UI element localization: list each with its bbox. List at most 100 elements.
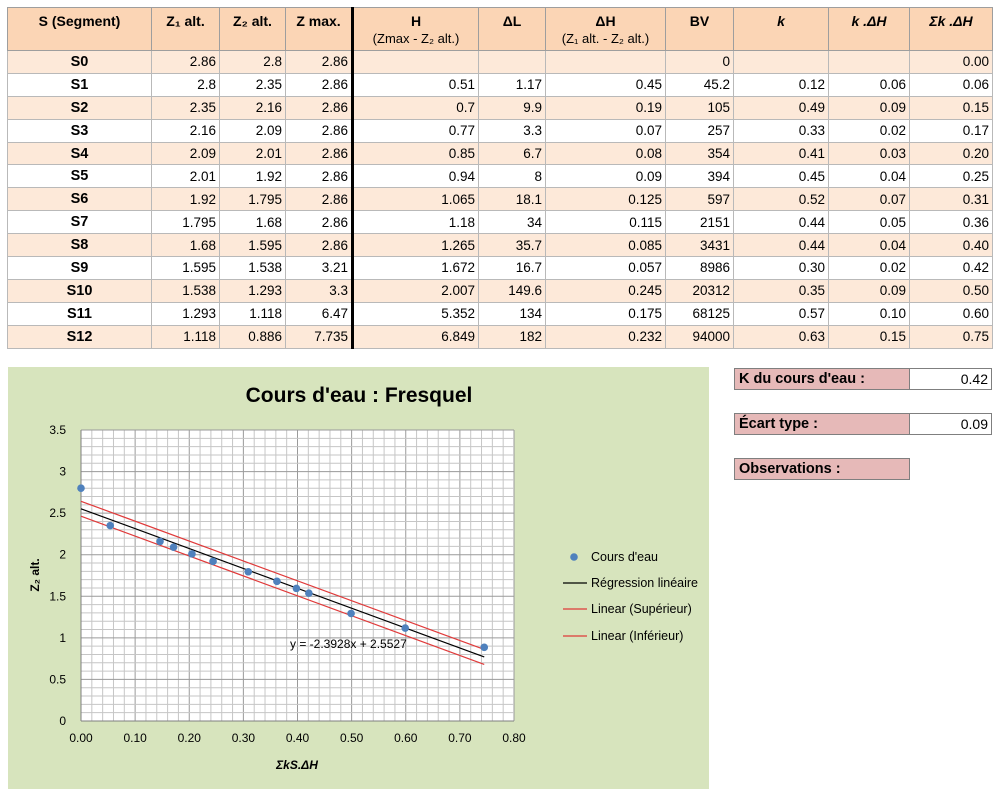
cell-z-max: 2.86 bbox=[285, 141, 354, 166]
cell-z1-alt: 1.68 bbox=[151, 233, 220, 258]
cell-delta-l: 182 bbox=[478, 324, 546, 349]
cell-k-delta-h: 0.07 bbox=[828, 187, 910, 212]
data-point bbox=[209, 557, 217, 566]
table-row: S1 2.8 2.35 2.86 0.51 1.17 0.45 45.2 0.12 0.06 0.0… bbox=[7, 72, 993, 97]
cell-sum-k-delta-h: 0.15 bbox=[909, 95, 993, 120]
cell-z-max: 2.86 bbox=[285, 118, 354, 143]
cell-z-max: 3.21 bbox=[285, 256, 354, 280]
header-delta-l: ΔL bbox=[478, 7, 546, 51]
cell-k: 0.45 bbox=[733, 164, 829, 189]
cell-z1-alt: 1.595 bbox=[151, 256, 220, 280]
cell-z2-alt: 1.538 bbox=[219, 256, 286, 280]
cell-sum-k-delta-h: 0.60 bbox=[909, 301, 993, 326]
cell-bv: 8986 bbox=[665, 256, 734, 280]
cell-sum-k-delta-h: 0.42 bbox=[909, 256, 993, 280]
data-point bbox=[188, 550, 196, 558]
header-delta-h: ΔH (Z₁ alt. - Z₂ alt.) bbox=[545, 7, 666, 51]
cell-z-max: 2.86 bbox=[285, 233, 354, 258]
data-point bbox=[292, 584, 301, 593]
cell-z1-alt: 1.92 bbox=[151, 187, 220, 212]
cell-k-delta-h: 0.03 bbox=[828, 141, 910, 166]
cell-bv: 3431 bbox=[665, 233, 734, 258]
cell-z2-alt: 1.68 bbox=[219, 210, 286, 235]
cell-segment: S8 bbox=[7, 233, 152, 258]
cell-k-delta-h: 0.05 bbox=[828, 210, 910, 235]
cell-h: 0.7 bbox=[352, 95, 479, 120]
cell-k-delta-h bbox=[828, 50, 910, 74]
cell-z1-alt: 2.01 bbox=[151, 164, 220, 189]
cell-k: 0.49 bbox=[733, 95, 829, 120]
cell-delta-h bbox=[545, 50, 666, 74]
cell-bv: 2151 bbox=[665, 210, 734, 235]
table-row: S10 1.538 1.293 3.3 2.007 149.6 0.245 20312 0.35… bbox=[7, 278, 993, 303]
cell-z1-alt: 1.118 bbox=[151, 324, 220, 349]
table-row: S11 1.293 1.118 6.47 5.352 134 0.175 68125 0.57 0… bbox=[7, 301, 993, 326]
cell-delta-l bbox=[478, 50, 546, 74]
cell-z2-alt: 2.09 bbox=[219, 118, 286, 143]
cell-z2-alt: 2.8 bbox=[219, 50, 286, 74]
cell-k bbox=[733, 50, 829, 74]
cell-z1-alt: 1.538 bbox=[151, 278, 220, 303]
cell-delta-h: 0.115 bbox=[545, 210, 666, 235]
cell-k: 0.12 bbox=[733, 72, 829, 97]
cell-sum-k-delta-h: 0.50 bbox=[909, 278, 993, 303]
segment-table: S (Segment) Z₁ alt. Z₂ alt. Z max. H (Zma… bbox=[7, 7, 993, 349]
k-value: 0.42 bbox=[910, 368, 992, 390]
cell-segment: S5 bbox=[7, 164, 152, 189]
cell-z1-alt: 2.09 bbox=[151, 141, 220, 166]
y-tick-label: 0 bbox=[59, 714, 66, 728]
cell-k-delta-h: 0.09 bbox=[828, 278, 910, 303]
cell-bv: 68125 bbox=[665, 301, 734, 326]
cell-k-delta-h: 0.06 bbox=[828, 72, 910, 97]
chart-title: Cours d'eau : Fresquel bbox=[246, 384, 473, 407]
cell-k-delta-h: 0.02 bbox=[828, 118, 910, 143]
x-tick-label: 0.40 bbox=[286, 731, 310, 745]
cell-k-delta-h: 0.10 bbox=[828, 301, 910, 326]
x-tick-label: 0.30 bbox=[232, 731, 256, 745]
data-point bbox=[169, 543, 178, 552]
cell-segment: S6 bbox=[7, 187, 152, 212]
cell-sum-k-delta-h: 0.17 bbox=[909, 118, 993, 143]
cell-h: 1.672 bbox=[352, 256, 479, 280]
y-tick-label: 1 bbox=[59, 631, 66, 645]
cell-delta-h: 0.085 bbox=[545, 233, 666, 258]
axes: 0.00 0.10 0.20 0.30 0.40 0.50 0.60 0.70 0.80 0 0.5… bbox=[49, 423, 526, 745]
x-tick-label: 0.80 bbox=[502, 731, 526, 745]
cell-k-delta-h: 0.15 bbox=[828, 324, 910, 349]
cell-sum-k-delta-h: 0.75 bbox=[909, 324, 993, 349]
trend-line bbox=[80, 515, 485, 666]
cell-h bbox=[352, 50, 479, 74]
y-tick-label: 3 bbox=[59, 465, 66, 479]
table-row: S9 1.595 1.538 3.21 1.672 16.7 0.057 8986 0.30 0.… bbox=[7, 256, 993, 280]
y-tick-label: 3.5 bbox=[49, 423, 66, 437]
table-header-row: S (Segment) Z₁ alt. Z₂ alt. Z max. H (Zma… bbox=[7, 7, 993, 51]
data-point bbox=[401, 624, 410, 632]
cell-z2-alt: 2.35 bbox=[219, 72, 286, 97]
cell-bv: 0 bbox=[665, 50, 734, 74]
cell-bv: 354 bbox=[665, 141, 734, 166]
observations-label: Observations : bbox=[734, 458, 910, 480]
header-k-delta-h: k .ΔH bbox=[828, 7, 910, 51]
trend-line bbox=[80, 500, 485, 651]
cell-z-max: 6.47 bbox=[285, 301, 354, 326]
cell-h: 0.51 bbox=[352, 72, 479, 97]
cell-h: 1.18 bbox=[352, 210, 479, 235]
cell-delta-l: 18.1 bbox=[478, 187, 546, 212]
data-point bbox=[273, 577, 281, 586]
table-row: S5 2.01 1.92 2.86 0.94 8 0.09 394 0.45 0.04 0.25 bbox=[7, 164, 993, 189]
table-body: S0 2.86 2.8 2.86 0 0.00 S1 2.8 2.35 2.86 0.51 1.17 0… bbox=[7, 50, 993, 349]
cell-h: 1.265 bbox=[352, 233, 479, 258]
cell-sum-k-delta-h: 0.31 bbox=[909, 187, 993, 212]
y-tick-label: 1.5 bbox=[49, 589, 66, 603]
cell-segment: S3 bbox=[7, 118, 152, 143]
cell-delta-l: 34 bbox=[478, 210, 546, 235]
cell-k: 0.44 bbox=[733, 210, 829, 235]
cell-k-delta-h: 0.04 bbox=[828, 233, 910, 258]
cell-h: 0.77 bbox=[352, 118, 479, 143]
cell-h: 1.065 bbox=[352, 187, 479, 212]
cell-z-max: 2.86 bbox=[285, 187, 354, 212]
cell-delta-l: 1.17 bbox=[478, 72, 546, 97]
legend-marker bbox=[570, 553, 578, 561]
cell-delta-h: 0.245 bbox=[545, 278, 666, 303]
data-point bbox=[156, 537, 164, 546]
